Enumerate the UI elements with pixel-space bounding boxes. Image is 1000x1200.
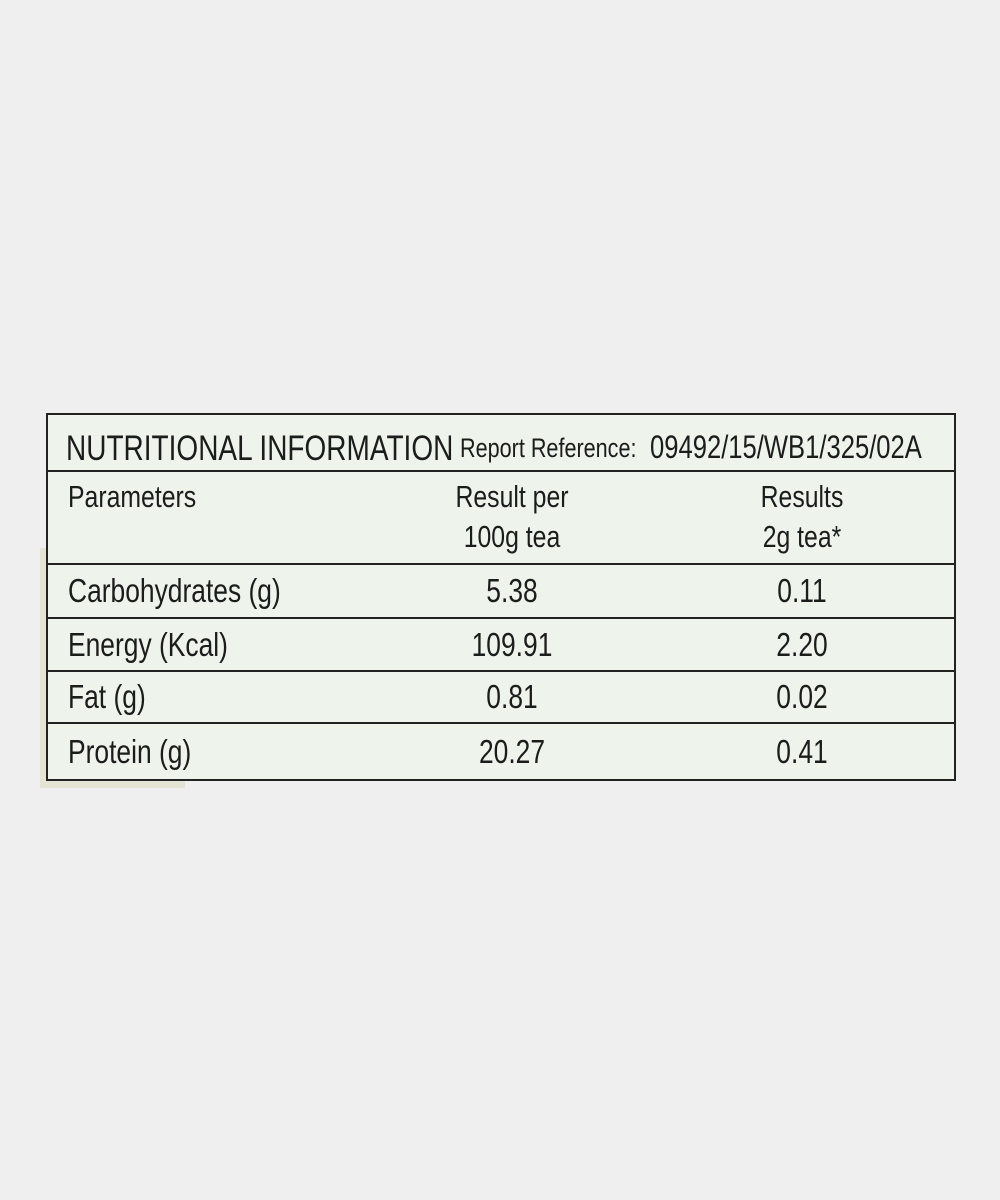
column-header: Results <box>760 479 844 514</box>
value: 0.81 <box>486 678 538 715</box>
value: 20.27 <box>478 732 546 770</box>
parameter: Fat (g) <box>68 678 146 715</box>
rule <box>48 722 954 724</box>
rule <box>48 563 954 565</box>
nutrition-label: NUTRITIONAL INFORMATION Report Reference… <box>46 413 956 781</box>
parameter: Carbohydrates (g) <box>68 572 281 609</box>
column-header: Parameters <box>68 479 197 514</box>
report-reference-label: Report Reference: <box>460 433 637 463</box>
rule <box>48 617 954 619</box>
value: 0.41 <box>776 732 828 770</box>
column-header: Result per <box>455 479 569 514</box>
parameter: Energy (Kcal) <box>68 625 228 663</box>
column-header: 100g tea <box>463 519 561 554</box>
column-header: 2g tea* <box>762 519 842 554</box>
title: NUTRITIONAL INFORMATION <box>66 429 454 468</box>
value: 0.02 <box>776 678 828 715</box>
value: 2.20 <box>776 625 828 663</box>
report-reference-value: 09492/15/WB1/325/02A <box>650 429 922 465</box>
value: 109.91 <box>471 625 553 663</box>
parameter: Protein (g) <box>68 732 192 770</box>
rule <box>48 470 954 472</box>
value: 5.38 <box>486 572 538 609</box>
value: 0.11 <box>777 572 827 609</box>
rule <box>48 670 954 672</box>
